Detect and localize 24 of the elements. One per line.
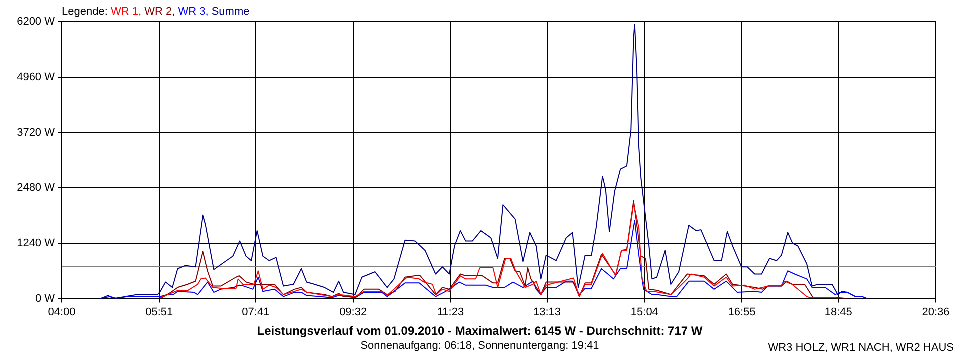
x-tick-label: 09:32 [340, 306, 368, 318]
y-tick-label: 3720 W [17, 126, 56, 139]
y-tick-label: 6200 W [17, 16, 56, 28]
text: WR 3, [178, 6, 210, 18]
y-tick-label: 2480 W [17, 182, 56, 194]
text: WR 1, [110, 6, 143, 18]
text: WR3 HOLZ, WR1 NACH, WR2 HAUS [768, 342, 954, 354]
legend-title: Legende: [62, 6, 109, 18]
x-tick-label: 16:55 [728, 306, 756, 318]
x-tick-label: 05:51 [146, 306, 174, 318]
y-tick-label: 1240 W [17, 237, 56, 250]
x-tick-label: 20:36 [922, 306, 950, 318]
x-tick-label: 04:00 [48, 306, 76, 318]
text: Summe [212, 6, 250, 18]
text: Sonnenaufgang: 06:18, Sonnenuntergang: 19:41 [360, 340, 600, 352]
x-tick-label: 15:04 [630, 306, 658, 318]
text: WR 2, [144, 6, 176, 18]
x-tick-label: 13:13 [534, 306, 562, 318]
x-tick-label: 18:45 [824, 306, 852, 318]
x-tick-label: 11:23 [437, 306, 464, 318]
x-tick-label: 07:41 [242, 306, 270, 318]
text: Leistungsverlauf vom 01.09.2010 - Maximalwert: 6145 W - Durchschnitt: 717 W [256, 324, 704, 338]
y-tick-label: 4960 W [17, 71, 56, 84]
y-tick-label: 0 W [35, 292, 56, 305]
